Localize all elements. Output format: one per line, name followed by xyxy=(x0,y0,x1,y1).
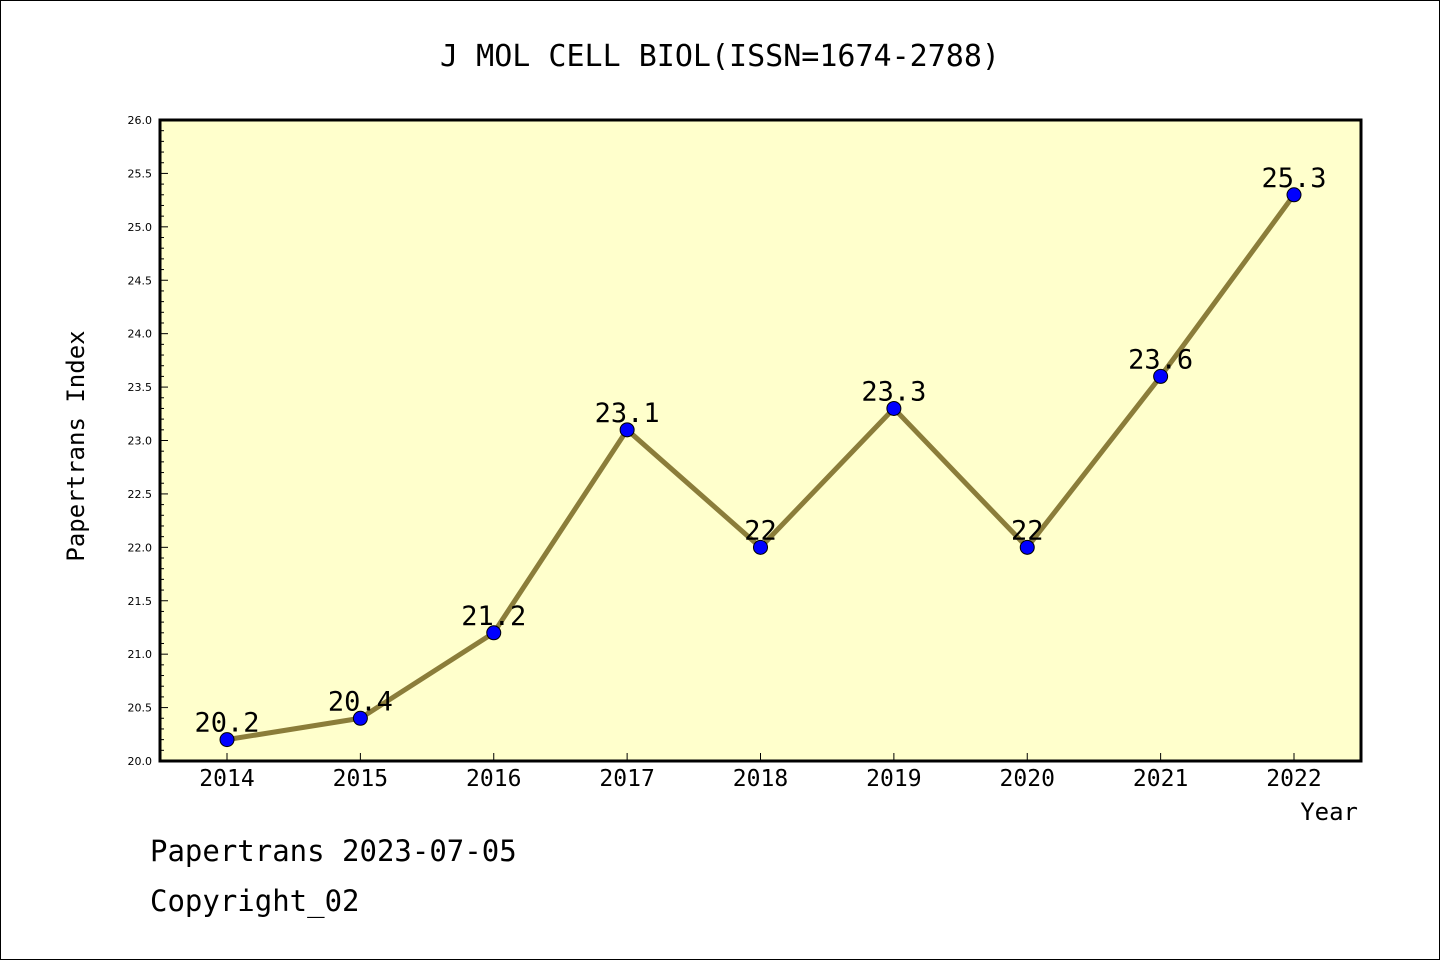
y-axis-label: Papertrans Index xyxy=(62,330,90,561)
x-tick-label: 2015 xyxy=(333,766,388,792)
data-point xyxy=(1019,539,1035,555)
y-axis: 20.0 20.5 21.0 21.5 22.0 22.5 23.0 23.5 24.0 24.5… xyxy=(128,114,168,768)
x-axis-label: Year xyxy=(1300,798,1358,826)
data-point xyxy=(1153,368,1169,384)
footer-copyright: Copyright_02 xyxy=(150,884,360,918)
data-label: 23.3 xyxy=(861,376,926,407)
data-label: 20.2 xyxy=(194,708,259,739)
y-tick-label: 24.0 xyxy=(128,328,153,341)
y-tick-label: 25.5 xyxy=(128,167,153,180)
x-tick-label: 2021 xyxy=(1133,766,1188,792)
x-tick-label: 2020 xyxy=(1000,766,1055,792)
data-label: 25.3 xyxy=(1261,163,1326,194)
data-point xyxy=(886,400,902,416)
x-axis: 2014 2015 2016 2017 2018 2019 2020 2021 2022 xyxy=(199,753,1322,792)
y-tick-label: 20.5 xyxy=(128,702,153,715)
chart-title: J MOL CELL BIOL(ISSN=1674-2788) xyxy=(440,39,1000,74)
y-tick-label: 20.0 xyxy=(128,755,153,768)
x-tick-label: 2019 xyxy=(866,766,921,792)
x-tick-label: 2018 xyxy=(733,766,788,792)
data-point xyxy=(219,732,235,748)
y-tick-label: 21.0 xyxy=(128,648,153,661)
y-tick-label: 25.0 xyxy=(128,221,153,234)
plot-area xyxy=(158,118,1363,763)
y-tick-label: 21.5 xyxy=(128,595,153,608)
data-point xyxy=(352,710,368,726)
data-point xyxy=(619,422,635,438)
y-tick-label: 22.5 xyxy=(128,488,153,501)
x-tick-label: 2022 xyxy=(1266,766,1321,792)
data-label: 23.1 xyxy=(595,398,660,429)
data-point xyxy=(486,625,502,641)
data-label: 23.6 xyxy=(1128,344,1193,375)
y-tick-label: 24.5 xyxy=(128,274,153,287)
footer-date: Papertrans 2023-07-05 xyxy=(150,834,517,868)
data-label: 20.4 xyxy=(328,686,393,717)
y-tick-label: 23.0 xyxy=(128,435,153,448)
data-points: 20.2 20.4 21.2 23.1 22 23.3 22 23.6 25.3 xyxy=(194,163,1327,748)
data-point xyxy=(753,539,768,555)
x-tick-label: 2016 xyxy=(466,766,521,792)
data-label: 22 xyxy=(744,515,777,546)
y-tick-label: 23.5 xyxy=(128,381,153,394)
x-tick-label: 2017 xyxy=(599,766,654,792)
y-tick-label: 26.0 xyxy=(128,114,153,127)
x-tick-label: 2014 xyxy=(199,766,254,792)
y-tick-label: 22.0 xyxy=(128,541,153,554)
data-label: 22 xyxy=(1011,515,1044,546)
data-label: 21.2 xyxy=(461,601,526,632)
data-point xyxy=(1286,187,1302,203)
